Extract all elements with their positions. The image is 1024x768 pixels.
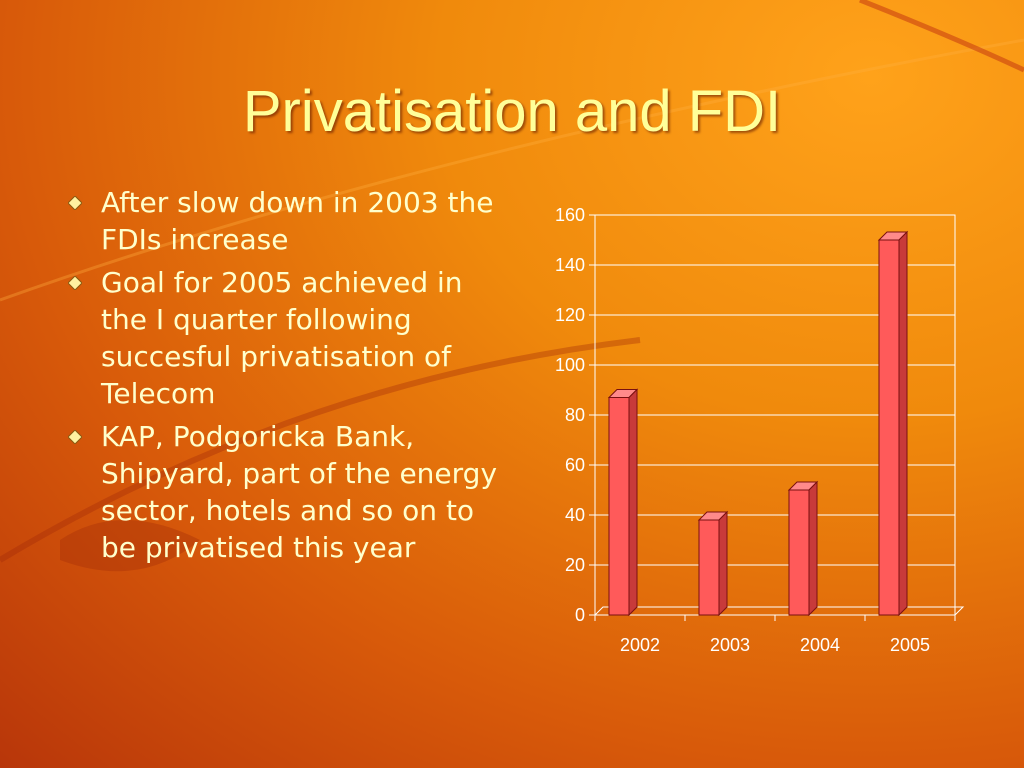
- slide-title: Privatisation and FDI: [242, 79, 782, 144]
- bullet-text: KAP, Podgoricka Bank, Shipyard, part of …: [101, 420, 498, 564]
- bullet-item: After slow down in 2003 the FDIs increas…: [64, 184, 504, 258]
- y-tick-label: 160: [555, 205, 585, 225]
- bar-side: [898, 230, 908, 617]
- bullet-text: After slow down in 2003 the FDIs increas…: [101, 186, 494, 256]
- diamond-bullet-icon: [68, 430, 82, 444]
- bar: [698, 519, 720, 616]
- bullet-list: After slow down in 2003 the FDIs increas…: [64, 184, 504, 572]
- x-tick-label: 2004: [800, 635, 840, 655]
- x-tick-label: 2002: [620, 635, 660, 655]
- y-tick-label: 140: [555, 255, 585, 275]
- fdi-bar-chart: 0 20 40 60 80 100 120 140 160 2002 2003 2004 2005: [555, 205, 965, 655]
- y-tick-label: 100: [555, 355, 585, 375]
- bar-side: [808, 480, 818, 617]
- bar: [788, 489, 810, 616]
- bullet-text: Goal for 2005 achieved in the I quarter …: [101, 266, 463, 410]
- x-tick-label: 2003: [710, 635, 750, 655]
- diamond-bullet-icon: [68, 276, 82, 290]
- y-tick-label: 20: [565, 555, 585, 575]
- bar-side: [718, 510, 728, 617]
- y-tick-label: 120: [555, 305, 585, 325]
- y-tick-label: 40: [565, 505, 585, 525]
- bar: [608, 397, 630, 616]
- bullet-item: Goal for 2005 achieved in the I quarter …: [64, 264, 504, 412]
- bar: [878, 239, 900, 616]
- diamond-bullet-icon: [68, 196, 82, 210]
- x-tick-label: 2005: [890, 635, 930, 655]
- chart-floor: [593, 606, 965, 616]
- y-tick-label: 0: [575, 605, 585, 625]
- bar-side: [628, 388, 638, 617]
- y-tick-label: 60: [565, 455, 585, 475]
- bullet-item: KAP, Podgoricka Bank, Shipyard, part of …: [64, 418, 504, 566]
- y-tick-label: 80: [565, 405, 585, 425]
